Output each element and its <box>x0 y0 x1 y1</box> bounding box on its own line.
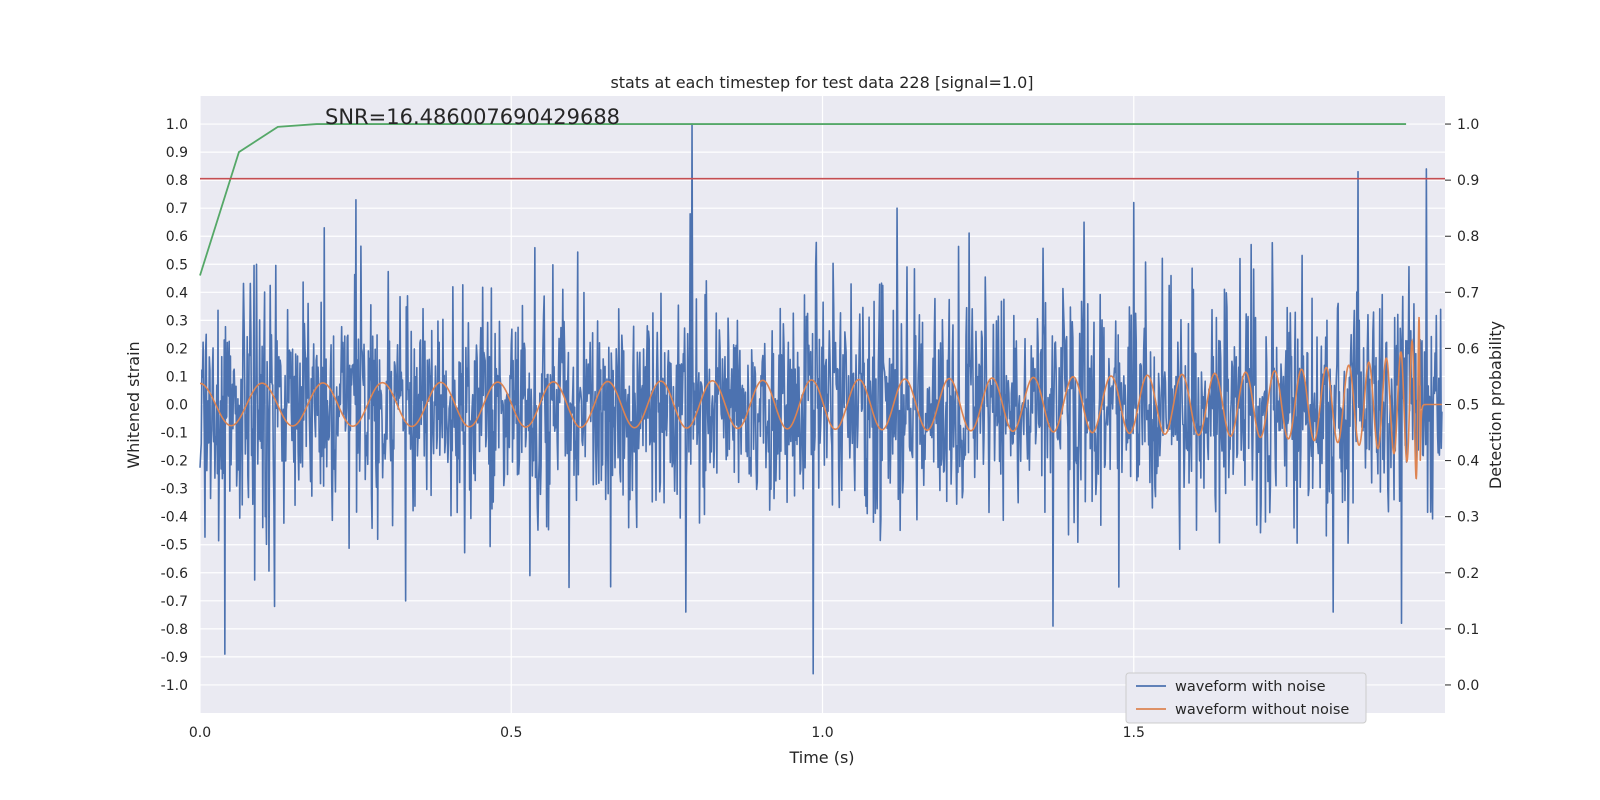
x-tick-1: 0.5 <box>500 725 522 741</box>
y-tick-left-4: -0.6 <box>161 566 188 582</box>
y-tick-left-17: 0.7 <box>166 201 188 217</box>
series-waveform-without-noise <box>200 316 1442 480</box>
y-tick-left-5: -0.5 <box>161 538 188 554</box>
x-tick-2: 1.0 <box>811 725 833 741</box>
x-tick-labels: 0.0 0.5 1.0 1.5 <box>189 725 1145 741</box>
y-tick-right-2: 0.2 <box>1457 566 1479 582</box>
y-tick-labels-left: -1.0 -0.9 -0.8 -0.7 -0.6 -0.5 -0.4 -0.3 -0.2 -0.1… <box>161 117 188 694</box>
y-tick-left-19: 0.9 <box>166 145 188 161</box>
x-tick-3: 1.5 <box>1123 725 1145 741</box>
y-tick-right-3: 0.3 <box>1457 510 1479 526</box>
snr-annotation: SNR=16.486007690429688 <box>325 105 620 129</box>
y-tick-right-7: 0.7 <box>1457 285 1479 301</box>
y-tick-left-13: 0.3 <box>166 313 188 329</box>
legend-box <box>1125 672 1367 724</box>
y-tick-left-12: 0.2 <box>166 341 188 357</box>
x-tick-0: 0.0 <box>189 725 211 741</box>
y-tick-left-15: 0.5 <box>166 257 188 273</box>
y-tick-left-3: -0.7 <box>161 594 188 610</box>
y-tick-left-10: 0.0 <box>166 398 188 414</box>
x-axis-label: Time (s) <box>788 748 854 767</box>
y-tick-left-1: -0.9 <box>161 650 188 666</box>
y-tick-left-9: -0.1 <box>161 426 188 442</box>
y-tick-left-2: -0.8 <box>161 622 188 638</box>
y-tick-left-7: -0.3 <box>161 482 188 498</box>
y-axis-label-left: Whitened strain <box>124 341 143 468</box>
y-tick-right-4: 0.4 <box>1457 454 1479 470</box>
series-waveform-with-noise <box>199 123 1443 675</box>
y-tick-right-9: 0.9 <box>1457 173 1479 189</box>
line-waveform-without-noise <box>200 316 1442 480</box>
y-tick-labels-right: 0.0 0.1 0.2 0.3 0.4 0.5 0.6 0.7 0.8 0.9 1.0 <box>1445 117 1479 694</box>
y-tick-right-1: 0.1 <box>1457 622 1479 638</box>
y-tick-right-5: 0.5 <box>1457 398 1479 414</box>
legend: waveform with noise waveform without noi… <box>1125 672 1367 724</box>
y-tick-right-8: 0.8 <box>1457 229 1479 245</box>
line-waveform-with-noise <box>199 123 1443 675</box>
series-detection-probability <box>199 123 1407 276</box>
y-tick-left-18: 0.8 <box>166 173 188 189</box>
y-tick-left-14: 0.4 <box>166 285 188 301</box>
y-tick-left-8: -0.2 <box>161 454 188 470</box>
y-tick-left-11: 0.1 <box>166 369 188 385</box>
legend-label-clean: waveform without noise <box>1175 702 1349 718</box>
y-tick-right-6: 0.6 <box>1457 341 1479 357</box>
y-tick-left-16: 0.6 <box>166 229 188 245</box>
legend-label-noise: waveform with noise <box>1175 679 1326 695</box>
line-detection-probability <box>199 123 1407 276</box>
y-tick-left-6: -0.4 <box>161 510 188 526</box>
y-tick-left-0: -1.0 <box>161 678 188 694</box>
y-tick-left-20: 1.0 <box>166 117 188 133</box>
chart-title: stats at each timestep for test data 228… <box>610 73 1033 92</box>
y-tick-right-0: 0.0 <box>1457 678 1479 694</box>
y-axis-label-right: Detection probability <box>1486 321 1505 489</box>
y-tick-right-10: 1.0 <box>1457 117 1479 133</box>
